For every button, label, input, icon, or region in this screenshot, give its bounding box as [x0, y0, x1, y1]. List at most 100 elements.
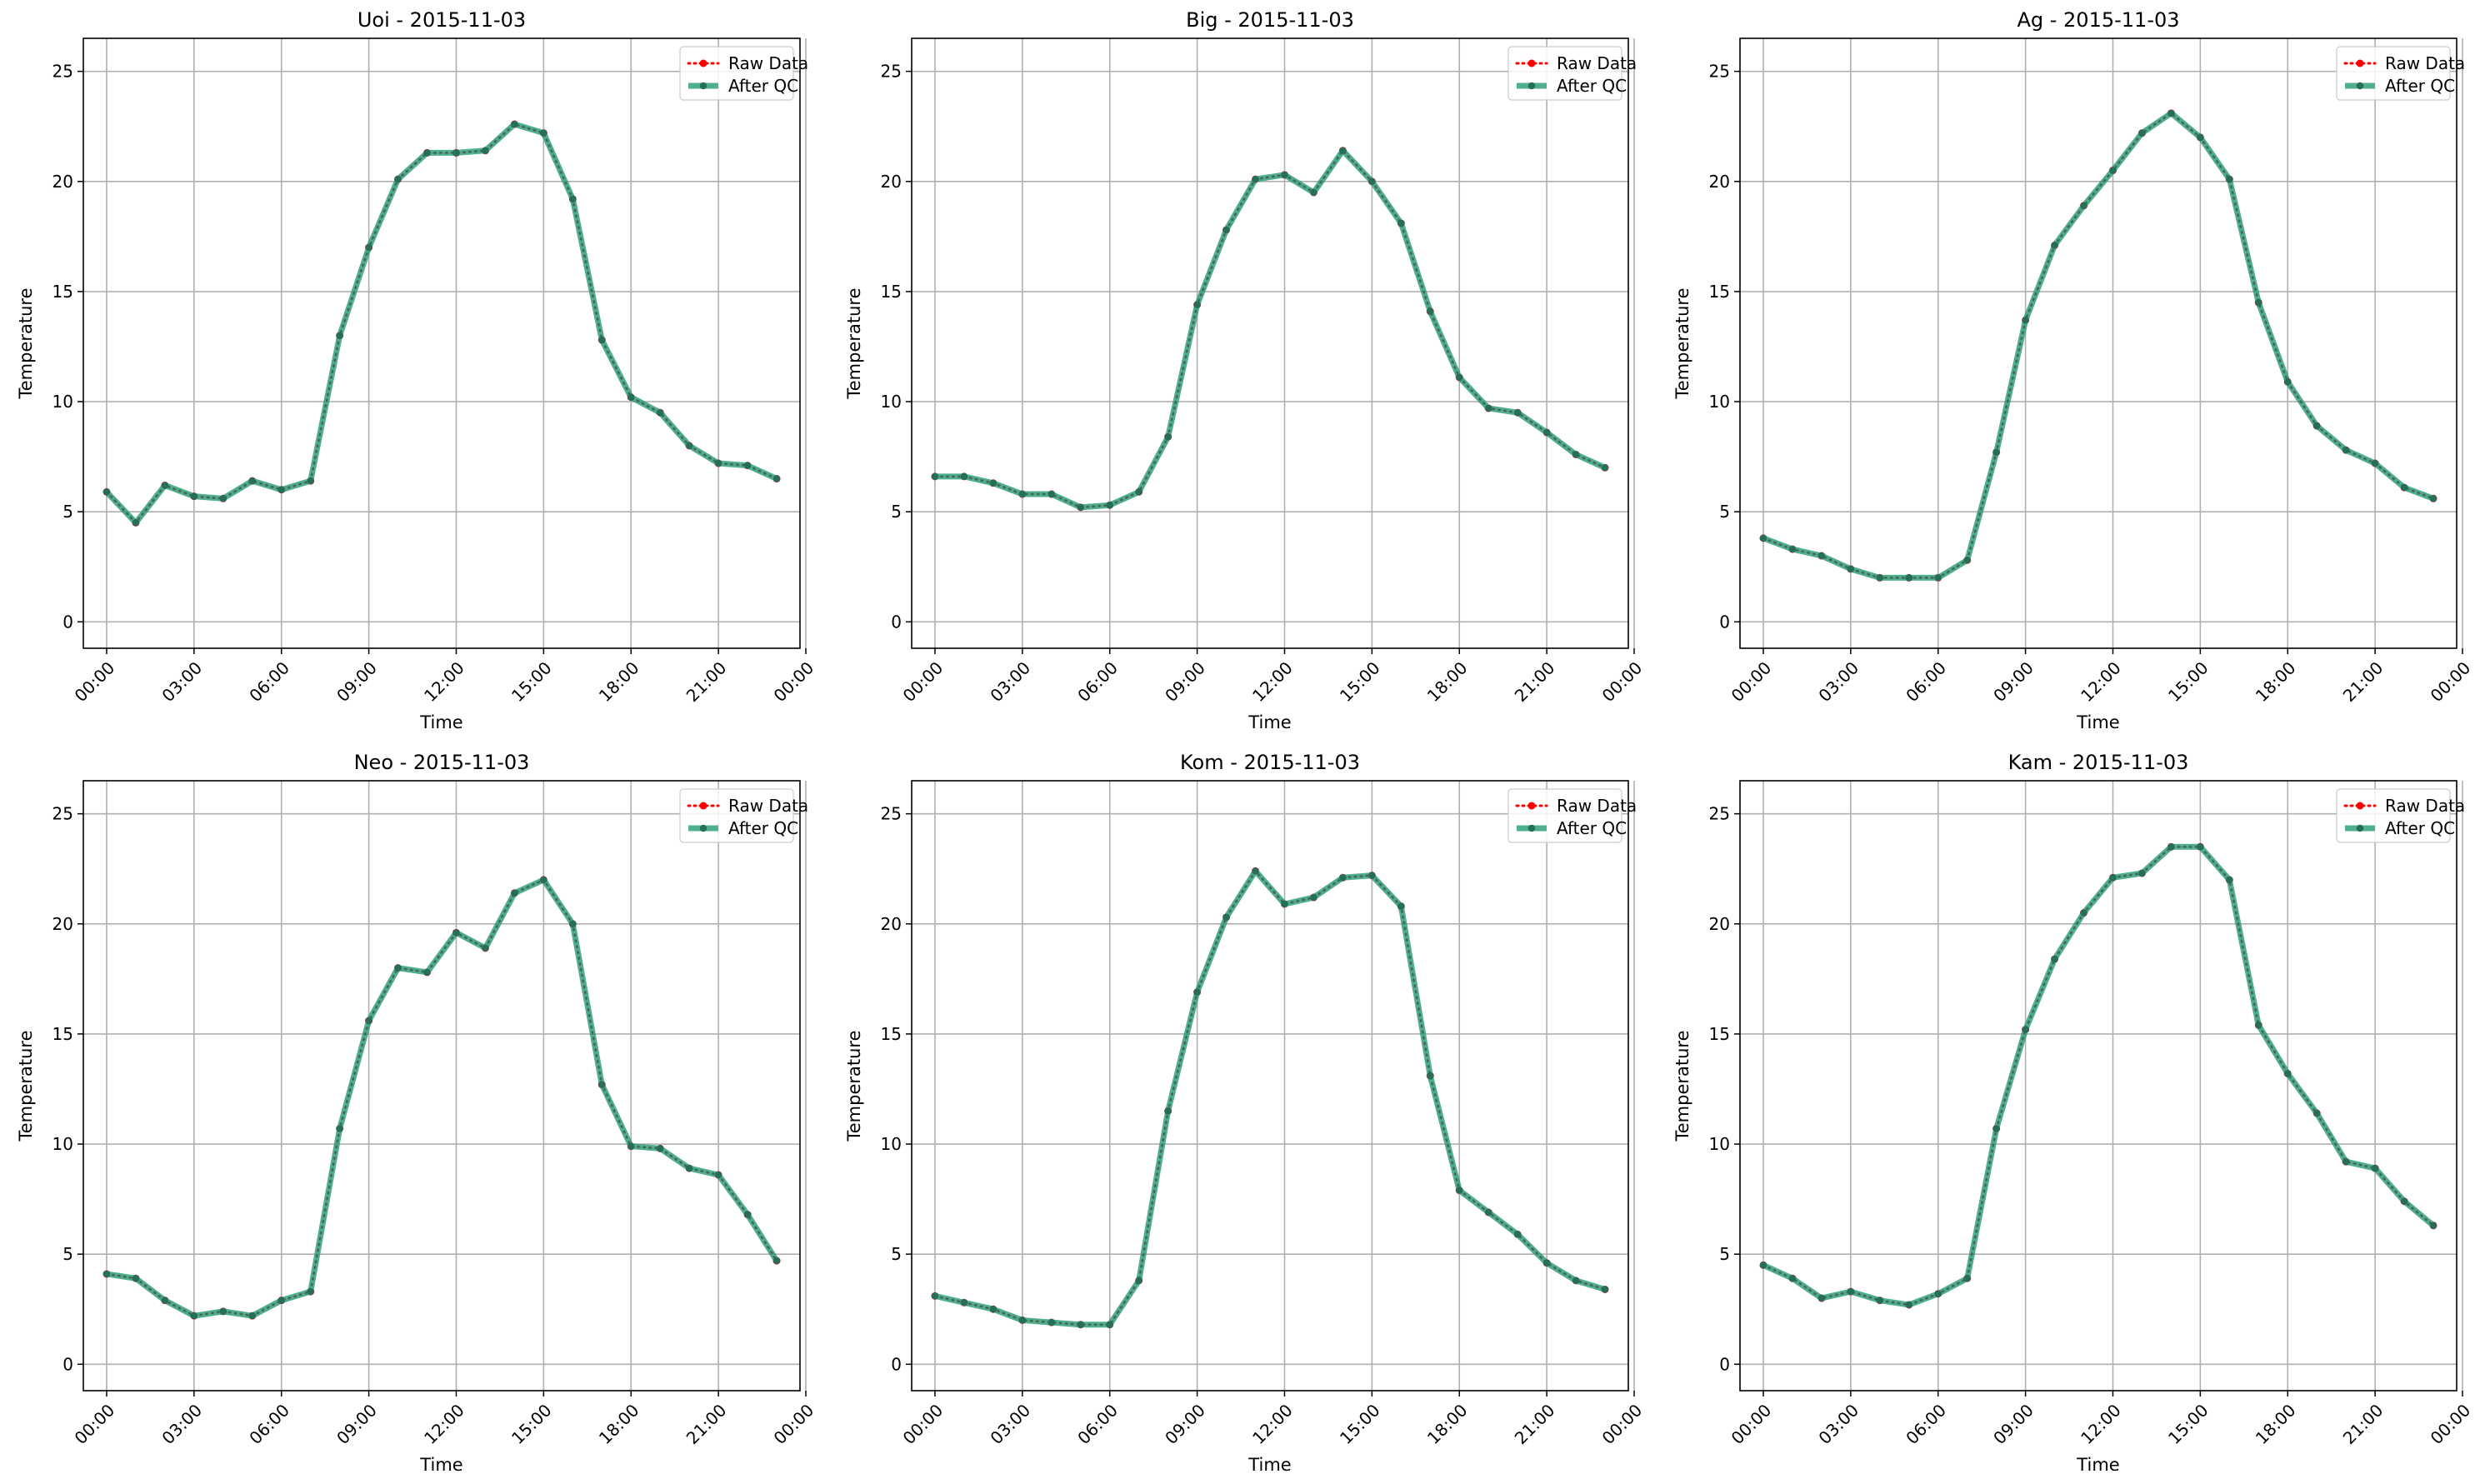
data-point-after-qc: [1048, 490, 1056, 498]
x-tick-label: 06:00: [245, 1400, 293, 1448]
data-point-after-qc: [1368, 177, 1376, 185]
y-tick-label: 15: [1709, 282, 1730, 302]
y-tick-label: 0: [62, 1354, 73, 1374]
data-point-after-qc: [2312, 1109, 2321, 1117]
legend-marker-raw-data: [1528, 59, 1536, 67]
y-tick-label: 15: [52, 1024, 73, 1044]
data-point-after-qc: [569, 920, 577, 927]
legend-marker-raw-data: [699, 802, 708, 810]
legend-label-raw-data: Raw Data: [1557, 796, 1637, 816]
subplot-kom: Kom - 2015-11-03 0 5 10 15 20 25 00:00 03:00 06:0…: [828, 742, 1657, 1484]
legend-label-after-qc: After QC: [1557, 818, 1627, 838]
y-tick-label: 20: [1709, 172, 1730, 192]
data-point-after-qc: [132, 1275, 140, 1282]
data-point-after-qc: [714, 459, 722, 467]
data-point-after-qc: [511, 120, 518, 128]
x-axis-label: Time: [2076, 1455, 2119, 1475]
x-tick-label: 12:00: [2077, 1400, 2125, 1448]
legend-label-raw-data: Raw Data: [728, 53, 808, 73]
data-point-after-qc: [1368, 872, 1376, 879]
data-point-after-qc: [278, 486, 285, 493]
data-point-after-qc: [2168, 109, 2175, 117]
data-point-after-qc: [2080, 202, 2088, 210]
axes-frame: [82, 37, 801, 649]
y-tick-label: 25: [881, 62, 902, 82]
data-point-after-qc: [2226, 175, 2233, 183]
x-tick-label: 06:00: [1902, 1400, 1950, 1448]
data-point-after-qc: [598, 336, 606, 344]
data-point-after-qc: [2109, 167, 2117, 174]
data-point-after-qc: [190, 1312, 198, 1320]
y-tick-label: 0: [62, 612, 73, 632]
data-point-after-qc: [989, 1306, 998, 1313]
data-point-after-qc: [1222, 913, 1230, 922]
chart-svg: Big - 2015-11-03 0 5 10 15 20 25 00:00 03:00 06:0…: [844, 8, 1646, 732]
legend-marker-after-qc: [699, 82, 708, 90]
x-tick-label: 00:00: [71, 1400, 119, 1448]
data-point-after-qc: [1310, 188, 1318, 197]
legend-marker-raw-data: [1528, 802, 1536, 810]
series-overlay-dotted: [934, 869, 1606, 1326]
data-point-after-qc: [772, 1257, 781, 1265]
legend-label-raw-data: Raw Data: [1557, 53, 1637, 73]
data-point-after-qc: [2371, 459, 2379, 467]
data-point-after-qc: [656, 1145, 664, 1152]
data-point-after-qc: [394, 964, 402, 972]
data-point-after-qc: [1018, 490, 1027, 498]
y-tick-label: 20: [52, 172, 73, 192]
data-point-after-qc: [2138, 869, 2146, 877]
data-point-after-qc: [423, 968, 431, 977]
chart-title: Big - 2015-11-03: [1186, 8, 1354, 32]
x-tick-label: 15:00: [508, 657, 556, 706]
data-point-after-qc: [365, 243, 372, 252]
data-point-after-qc: [278, 1297, 285, 1304]
x-axis-label: Time: [1248, 1455, 1291, 1475]
y-tick-label: 25: [881, 804, 902, 824]
y-tick-label: 10: [1709, 1134, 1730, 1154]
y-tick-label: 25: [1709, 804, 1730, 824]
data-point-after-qc: [1847, 565, 1855, 573]
chart-svg: Uoi - 2015-11-03 0 5 10 15 20 25 00:00 03:00 06:0…: [16, 8, 818, 732]
data-point-after-qc: [1398, 219, 1405, 227]
x-axis-label: Time: [1248, 712, 1291, 732]
data-point-after-qc: [1456, 1187, 1463, 1194]
x-tick-label: 00:00: [1598, 1400, 1647, 1448]
data-point-after-qc: [2197, 843, 2204, 851]
data-point-after-qc: [452, 149, 460, 157]
data-point-after-qc: [598, 1081, 606, 1088]
y-tick-label: 15: [52, 282, 73, 302]
data-point-after-qc: [1281, 900, 1288, 908]
x-tick-label: 06:00: [1073, 657, 1122, 706]
data-point-after-qc: [772, 475, 781, 482]
legend-label-after-qc: After QC: [2385, 76, 2455, 96]
data-point-after-qc: [1193, 301, 1201, 308]
data-point-after-qc: [1963, 557, 1971, 564]
data-point-after-qc: [1456, 373, 1463, 382]
y-tick-label: 10: [881, 1134, 902, 1154]
data-point-after-qc: [248, 477, 256, 485]
data-point-after-qc: [1048, 1318, 1056, 1327]
y-axis-label: Temperature: [16, 1030, 36, 1142]
data-point-after-qc: [2022, 317, 2029, 324]
data-point-after-qc: [1252, 175, 1259, 183]
x-tick-label: 09:00: [1989, 657, 2038, 706]
x-tick-label: 21:00: [682, 1400, 731, 1448]
subplot-kam: Kam - 2015-11-03 0 5 10 15 20 25 00:00 03:00 06:0…: [1657, 742, 2485, 1484]
data-point-after-qc: [2255, 1022, 2262, 1029]
x-tick-label: 00:00: [899, 657, 948, 706]
x-axis-label: Time: [419, 712, 462, 732]
x-tick-label: 18:00: [1423, 1400, 1472, 1448]
data-point-after-qc: [248, 1312, 256, 1320]
data-point-after-qc: [102, 488, 111, 496]
data-point-after-qc: [743, 1211, 752, 1218]
data-point-after-qc: [1135, 488, 1142, 496]
legend-label-raw-data: Raw Data: [2385, 796, 2465, 816]
data-point-after-qc: [1818, 552, 1826, 560]
data-point-after-qc: [1339, 874, 1347, 882]
x-tick-label: 21:00: [1511, 657, 1559, 706]
x-tick-label: 06:00: [245, 657, 293, 706]
data-point-after-qc: [1905, 1301, 1912, 1309]
chart-title: Kom - 2015-11-03: [1180, 751, 1360, 774]
legend-marker-after-qc: [1528, 82, 1536, 90]
data-point-after-qc: [960, 1299, 968, 1307]
